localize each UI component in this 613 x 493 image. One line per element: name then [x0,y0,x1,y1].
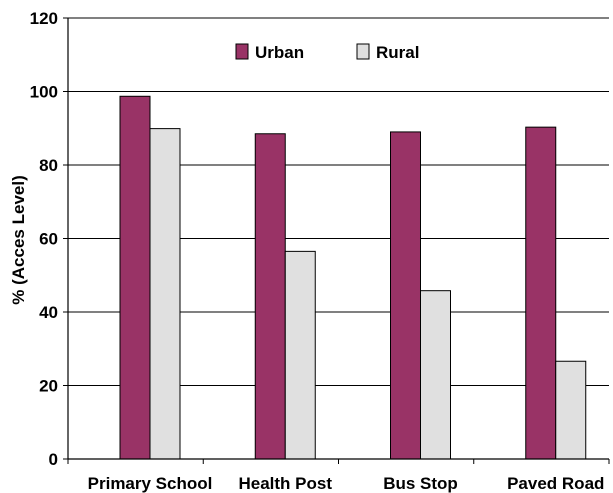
x-category-label-paved-road: Paved Road [507,474,604,493]
y-tick-label-80: 80 [39,156,58,175]
y-tick-label-120: 120 [30,9,58,28]
y-tick-label-40: 40 [39,303,58,322]
bar-rural-primary-school [149,128,181,460]
y-tick-label-0: 0 [49,450,58,469]
bar-rural-health-post [284,250,316,460]
y-tick-labels: 0 20 40 60 80 100 120 [30,9,58,469]
legend-label-rural: Rural [376,43,419,62]
y-tick-label-60: 60 [39,230,58,249]
axes [63,17,610,464]
x-category-label-primary-school: Primary School [88,474,213,493]
bars [119,95,587,460]
y-tick-label-100: 100 [30,83,58,102]
x-category-label-health-post: Health Post [238,474,332,493]
bar-rural-bus-stop [420,290,451,460]
bar-rural-paved-road [555,360,587,460]
y-axis-title: % (Acces Level) [9,175,28,304]
legend-swatch-urban [235,43,249,60]
bar-urban-health-post [254,133,286,460]
bar-urban-bus-stop [390,131,421,460]
legend-label-urban: Urban [255,43,304,62]
x-category-labels: Primary School Health Post Bus Stop Paved R… [88,474,605,493]
legend: Urban Rural [235,43,419,62]
x-category-label-bus-stop: Bus Stop [383,474,458,493]
y-tick-label-20: 20 [39,377,58,396]
bar-urban-primary-school [119,95,151,460]
legend-swatch-rural [356,43,370,60]
bar-urban-paved-road [525,126,557,460]
